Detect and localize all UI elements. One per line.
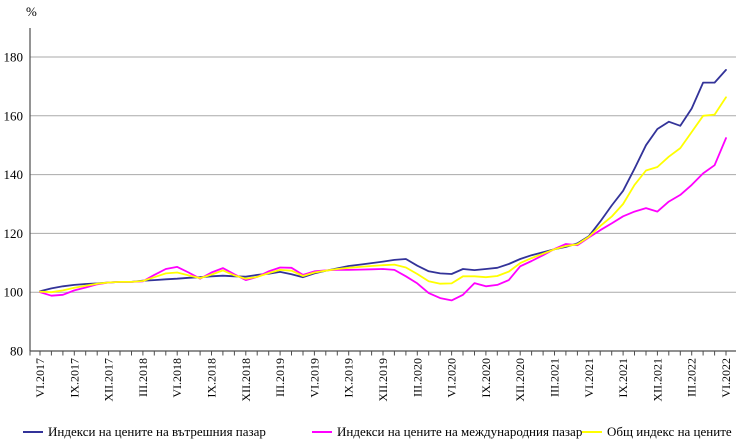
y-tick-label: 180 <box>4 50 24 65</box>
x-tick-marks <box>29 351 727 356</box>
legend-line-swatch-international <box>312 430 332 434</box>
legend: Индекси на цените на вътрешния пазар Инд… <box>0 423 740 443</box>
x-tick-label: XII.2017 <box>102 358 116 402</box>
legend-label-international: Индекси на цените на международния пазар <box>337 424 583 439</box>
x-tick-label: IX.2017 <box>67 358 81 398</box>
x-tick-label: III.2022 <box>685 358 699 397</box>
y-tick-label: 120 <box>4 226 24 241</box>
series-line-1 <box>39 137 727 302</box>
x-axis-labels: VI.2017 IX.2017 XII.2017 III.2018 VI.2018 IX.… <box>33 358 733 402</box>
y-tick-label: 100 <box>4 285 24 300</box>
legend-label-total: Общ индекс на цените <box>607 424 732 439</box>
legend-line-swatch-total <box>582 430 602 434</box>
x-tick-label: IX.2020 <box>479 358 493 398</box>
y-axis-labels: 80 100 120 140 160 180 <box>4 50 24 359</box>
x-tick-label: VI.2017 <box>33 358 47 398</box>
x-tick-label: IX.2021 <box>616 358 630 398</box>
x-tick-label: VI.2021 <box>582 358 596 398</box>
y-tick-label: 140 <box>4 167 24 182</box>
y-tick-label: 80 <box>10 344 23 359</box>
legend-item-domestic-market: Индекси на цените на вътрешния пазар <box>23 423 266 441</box>
x-tick-label: XII.2018 <box>239 358 253 402</box>
x-tick-label: IX.2018 <box>205 358 219 398</box>
x-tick-label: VI.2018 <box>170 358 184 398</box>
gridlines <box>30 56 736 293</box>
x-tick-label: III.2021 <box>548 358 562 397</box>
x-tick-label: III.2018 <box>136 358 150 397</box>
series-line-0 <box>39 69 727 293</box>
legend-label-domestic: Индекси на цените на вътрешния пазар <box>48 424 266 439</box>
legend-item-total-index: Общ индекс на цените <box>582 423 732 441</box>
x-tick-label: VI.2022 <box>719 358 733 398</box>
series-line-2 <box>39 96 727 294</box>
x-tick-label: IX.2019 <box>342 358 356 398</box>
x-tick-label: XII.2021 <box>650 358 664 402</box>
plot-area: 80 100 120 140 160 180 VI.2017 IX.2017 XII.2017 I… <box>4 28 736 402</box>
x-tick-label: VI.2020 <box>445 358 459 398</box>
legend-line-swatch-domestic <box>23 430 43 434</box>
x-tick-label: XII.2020 <box>513 358 527 402</box>
x-tick-label: III.2020 <box>410 358 424 397</box>
x-tick-label: III.2019 <box>273 358 287 397</box>
axis-lines <box>29 28 736 352</box>
legend-item-international-market: Индекси на цените на международния пазар <box>312 423 582 441</box>
series-lines <box>39 69 727 302</box>
y-tick-label: 160 <box>4 108 24 123</box>
x-tick-label: XII.2019 <box>376 358 390 402</box>
y-axis-unit-label: % <box>26 4 37 19</box>
x-tick-label: VI.2019 <box>307 358 321 398</box>
